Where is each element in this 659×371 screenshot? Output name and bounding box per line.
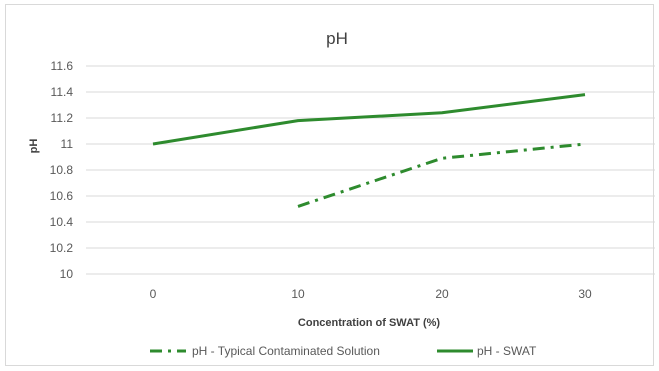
- x-axis-title: Concentration of SWAT (%): [298, 317, 441, 329]
- y-tick-label-5: 11: [61, 137, 74, 151]
- chart-frame: [5, 4, 654, 366]
- y-tick-label-0: 10: [60, 267, 74, 281]
- y-axis-ticks: 10 10.2 10.4 10.6 10.8 11 11.2 11.4 11.6: [50, 59, 74, 281]
- series-lines: [152, 93, 586, 208]
- legend-label-typical: pH - Typical Contaminated Solution: [192, 344, 380, 358]
- y-tick-label-4: 10.8: [50, 163, 74, 177]
- y-tick-label-1: 10.2: [50, 241, 74, 255]
- series-line-typical-contaminated: [297, 142, 586, 208]
- y-tick-label-7: 11.4: [51, 85, 74, 99]
- y-tick-label-2: 10.4: [50, 215, 74, 229]
- x-tick-label-0: 0: [150, 287, 157, 301]
- series-line-swat: [152, 93, 586, 146]
- y-tick-label-8: 11.6: [51, 59, 74, 73]
- y-tick-label-3: 10.6: [50, 189, 74, 203]
- y-axis-title: pH: [28, 139, 40, 154]
- chart-title: pH: [326, 29, 348, 48]
- x-axis-ticks: 0 10 20 30: [150, 287, 592, 301]
- x-tick-label-1: 10: [291, 287, 305, 301]
- x-tick-label-2: 20: [435, 287, 449, 301]
- gridlines: [86, 65, 655, 275]
- y-tick-label-6: 11.2: [51, 111, 74, 125]
- x-tick-label-3: 30: [578, 287, 592, 301]
- legend: pH - Typical Contaminated Solution pH - …: [150, 344, 537, 358]
- legend-label-swat: pH - SWAT: [477, 344, 537, 358]
